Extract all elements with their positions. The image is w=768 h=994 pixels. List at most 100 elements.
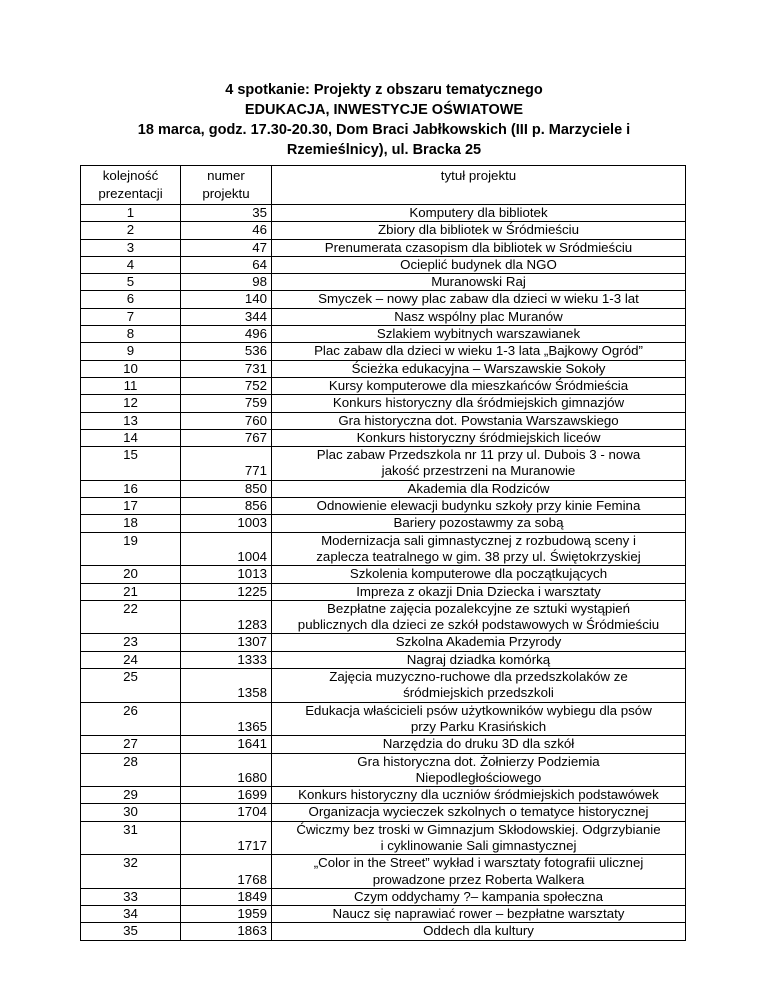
cell-number: 771	[180, 446, 272, 481]
cell-number: 1358	[180, 668, 272, 703]
cell-number: 1704	[180, 803, 272, 822]
cell-number: 1959	[180, 905, 272, 924]
cell-order: 32	[80, 854, 181, 889]
cell-title: Impreza z okazji Dnia Dziecka i warsztat…	[271, 582, 686, 601]
table-row: 13 760 Gra historyczna dot. Powstania Wars…	[80, 411, 686, 430]
cell-order: 21	[80, 582, 181, 601]
cell-title: Modernizacja sali gimnastycznej z rozbud…	[271, 531, 686, 567]
document-heading: 4 spotkanie: Projekty z obszaru tematycz…	[60, 80, 708, 160]
cell-order: 20	[80, 565, 181, 584]
cell-title: Oddech dla kultury	[271, 922, 686, 941]
cell-number: 1004	[180, 531, 272, 567]
heading-line-2: EDUKACJA, INWESTYCJE OŚWIATOWE	[244, 102, 524, 118]
cell-number: 731	[180, 359, 272, 378]
table-row: 5 98 Muranowski Raj	[80, 273, 686, 292]
table-row: 18 1003 Bariery pozostawmy za sobą	[80, 514, 686, 533]
heading-line-1: 4 spotkanie: Projekty z obszaru tematycz…	[225, 82, 543, 98]
cell-title: Komputery dla bibliotek	[271, 203, 686, 223]
cell-title: Bariery pozostawmy za sobą	[271, 514, 686, 533]
cell-title: Prenumerata czasopism dla bibliotek w Sr…	[271, 238, 686, 257]
cell-number: 1225	[180, 582, 272, 601]
cell-title: Szlakiem wybitnych warszawianek	[271, 325, 686, 344]
table-row: 26 1365 Edukacja właścicieli psów użytkown…	[80, 701, 686, 737]
table-row: 6 140 Smyczek – nowy plac zabaw dla dzieci…	[80, 290, 686, 309]
cell-number: 64	[180, 255, 272, 275]
cell-order: 24	[80, 650, 181, 670]
cell-order: 34	[80, 905, 181, 924]
cell-order: 23	[80, 633, 181, 652]
table-row: 24 1333 Nagraj dziadka komórką	[80, 650, 686, 670]
cell-order: 6	[80, 290, 181, 309]
cell-order: 28	[80, 752, 181, 788]
cell-number: 344	[180, 307, 272, 327]
table-row: 12 759 Konkurs historyczny dla śródmiejski…	[80, 394, 686, 413]
cell-title: Konkurs historyczny śródmiejskich liceów	[271, 428, 686, 448]
cell-order: 11	[80, 376, 181, 396]
table-row: 20 1013 Szkolenia komputerowe dla początku…	[80, 565, 686, 584]
table-row: 2 46 Zbiory dla bibliotek w Śródmieściu	[80, 221, 686, 240]
cell-number: 759	[180, 394, 272, 413]
table-row: 23 1307 Szkolna Akademia Przyrody	[80, 633, 686, 652]
cell-number: 1863	[180, 922, 272, 941]
cell-title: Zbiory dla bibliotek w Śródmieściu	[271, 221, 686, 240]
cell-number: 1333	[180, 650, 272, 670]
cell-order: 22	[80, 599, 181, 635]
cell-order: 12	[80, 394, 181, 413]
cell-order: 35	[80, 922, 181, 941]
cell-order: 15	[80, 446, 181, 481]
cell-number: 850	[180, 479, 272, 499]
cell-number: 1680	[180, 752, 272, 788]
cell-number: 140	[180, 290, 272, 309]
table-row: 16 850 Akademia dla Rodziców	[80, 479, 686, 499]
cell-title: Gra historyczna dot. Powstania Warszawsk…	[271, 411, 686, 430]
cell-order: 8	[80, 325, 181, 344]
table-row: 21 1225 Impreza z okazji Dnia Dziecka i wa…	[80, 582, 686, 601]
cell-order: 33	[80, 887, 181, 907]
cell-title: Akademia dla Rodziców	[271, 479, 686, 499]
header-order: kolejność prezentacji	[80, 165, 181, 205]
cell-order: 1	[80, 203, 181, 223]
cell-title: Organizacja wycieczek szkolnych o tematy…	[271, 803, 686, 822]
table-row: 30 1704 Organizacja wycieczek szkolnych o …	[80, 803, 686, 822]
cell-order: 30	[80, 803, 181, 822]
cell-order: 3	[80, 238, 181, 257]
cell-order: 7	[80, 307, 181, 327]
cell-title: Narzędzia do druku 3D dla szkół	[271, 735, 686, 754]
header-number: numer projektu	[180, 165, 272, 205]
cell-title: Gra historyczna dot. Żołnierzy Podziemia…	[271, 752, 686, 788]
cell-title: Nasz wspólny plac Muranów	[271, 307, 686, 327]
cell-order: 19	[80, 531, 181, 567]
cell-number: 496	[180, 325, 272, 344]
cell-number: 47	[180, 238, 272, 257]
cell-number: 1283	[180, 599, 272, 635]
cell-title: Kursy komputerowe dla mieszkańców Śródmi…	[271, 376, 686, 396]
heading-line-3: 18 marca, godz. 17.30-20.30, Dom Braci J…	[137, 122, 631, 158]
cell-title: Konkurs historyczny dla śródmiejskich gi…	[271, 394, 686, 413]
cell-title: Plac zabaw dla dzieci w wieku 1-3 lata „…	[271, 342, 686, 361]
header-title: tytuł projektu	[271, 165, 686, 205]
cell-title: Ćwiczmy bez troski w Gimnazjum Skłodowsk…	[271, 820, 686, 856]
table-row: 11 752 Kursy komputerowe dla mieszkańców Ś…	[80, 376, 686, 396]
projects-table: kolejność prezentacji numer projektu tyt…	[80, 165, 686, 941]
table-row: 7 344 Nasz wspólny plac Muranów	[80, 307, 686, 327]
cell-number: 752	[180, 376, 272, 396]
table-row: 9 536 Plac zabaw dla dzieci w wieku 1-3 la…	[80, 342, 686, 361]
cell-number: 1699	[180, 786, 272, 805]
cell-order: 17	[80, 497, 181, 516]
cell-number: 1768	[180, 854, 272, 889]
cell-order: 27	[80, 735, 181, 754]
cell-number: 1365	[180, 701, 272, 737]
cell-title: Naucz się naprawiać rower – bezpłatne wa…	[271, 905, 686, 924]
cell-order: 5	[80, 273, 181, 292]
cell-title: Smyczek – nowy plac zabaw dla dzieci w w…	[271, 290, 686, 309]
cell-title: Muranowski Raj	[271, 273, 686, 292]
cell-title: Zajęcia muzyczno-ruchowe dla przedszkola…	[271, 668, 686, 703]
cell-number: 46	[180, 221, 272, 240]
table-row: 28 1680 Gra historyczna dot. Żołnierzy Pod…	[80, 752, 686, 788]
cell-number: 35	[180, 203, 272, 223]
table-row: 14 767 Konkurs historyczny śródmiejskich l…	[80, 428, 686, 448]
cell-title: Szkolenia komputerowe dla początkujących	[271, 565, 686, 584]
table-row: 1 35 Komputery dla bibliotek	[80, 203, 686, 223]
cell-order: 10	[80, 359, 181, 378]
table-row: 17 856 Odnowienie elewacji budynku szkoły …	[80, 497, 686, 516]
